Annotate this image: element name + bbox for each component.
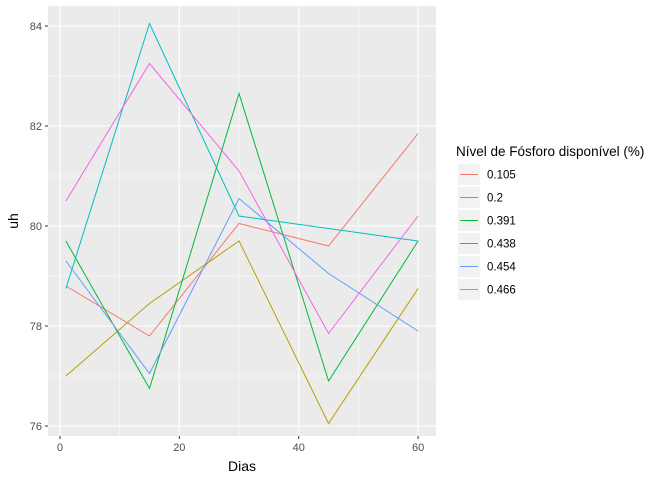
series-lines xyxy=(65,22,419,425)
legend-label: 0.438 xyxy=(487,239,516,251)
x-tick-label: 20 xyxy=(173,442,185,454)
y-axis-title: uh xyxy=(5,213,21,229)
major-gridlines xyxy=(48,6,436,436)
series-line-0.438 xyxy=(65,22,419,289)
legend: Nível de Fósforo disponível (%) 0.105 0.2… xyxy=(456,144,644,300)
legend-label: 0.466 xyxy=(487,285,516,297)
legend-item: 0.438 xyxy=(458,233,516,254)
x-axis-title: Dias xyxy=(228,458,256,474)
y-tick-label: 78 xyxy=(30,321,42,333)
legend-item: 0.466 xyxy=(458,279,516,300)
y-tick-label: 76 xyxy=(30,421,42,433)
x-tick-label: 0 xyxy=(57,442,63,454)
x-tick-label: 60 xyxy=(412,442,424,454)
y-axis: 76 78 80 82 84 xyxy=(30,21,48,433)
series-line-0.466 xyxy=(65,62,419,335)
series-line-0.105 xyxy=(65,133,419,337)
series-line-0.454 xyxy=(65,197,419,375)
legend-item: 0.105 xyxy=(458,164,516,185)
x-axis: 0 20 40 60 xyxy=(57,436,424,454)
legend-label: 0.454 xyxy=(487,262,516,274)
legend-item: 0.454 xyxy=(458,256,516,277)
legend-label: 0.391 xyxy=(487,216,516,228)
plot-panel xyxy=(48,6,436,436)
legend-title: Nível de Fósforo disponível (%) xyxy=(456,144,644,159)
legend-label: 0.105 xyxy=(487,170,516,182)
y-tick-label: 82 xyxy=(30,121,42,133)
series-line-0.2 xyxy=(65,240,419,425)
legend-item: 0.391 xyxy=(458,210,516,231)
y-tick-label: 80 xyxy=(30,221,42,233)
x-tick-label: 40 xyxy=(293,442,305,454)
series-line-0.391 xyxy=(65,91,419,390)
y-tick-label: 84 xyxy=(30,21,42,33)
legend-item: 0.2 xyxy=(458,187,503,208)
legend-label: 0.2 xyxy=(487,193,503,205)
